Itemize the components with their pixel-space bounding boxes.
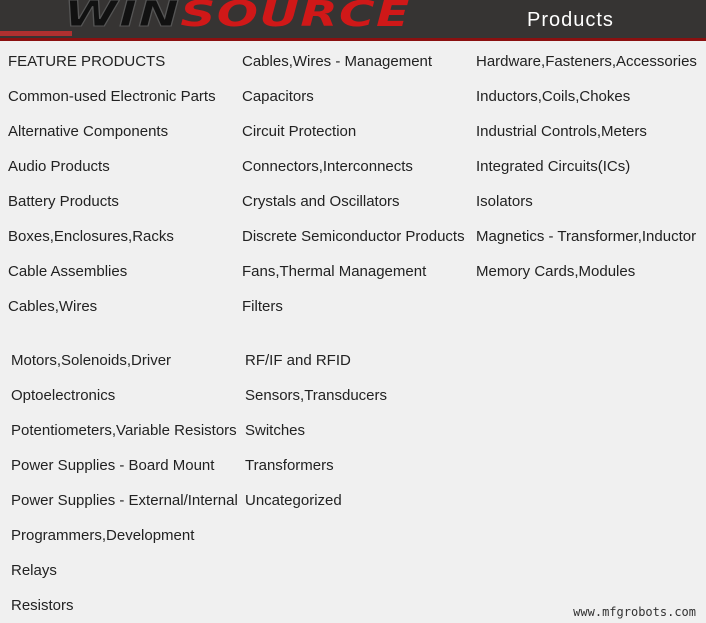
category-link[interactable]: Boxes,Enclosures,Racks (8, 228, 174, 245)
category-link[interactable]: Hardware,Fasteners,Accessories (476, 53, 697, 70)
category-link[interactable]: FEATURE PRODUCTS (8, 53, 166, 70)
header: WINSOURCE Products (0, 0, 706, 41)
winsource-logo[interactable]: WINSOURCE (63, 0, 411, 36)
category-link[interactable]: Sensors,Transducers (245, 387, 388, 404)
category-link[interactable]: Isolators (476, 193, 533, 210)
category-link[interactable]: Relays (11, 562, 57, 579)
category-link[interactable]: Power Supplies - External/Internal (11, 492, 238, 509)
category-link[interactable]: Audio Products (8, 158, 110, 175)
category-link[interactable]: Transformers (245, 457, 334, 474)
category-link[interactable]: Filters (242, 298, 283, 315)
category-link[interactable]: Memory Cards,Modules (476, 263, 636, 280)
category-link[interactable]: Motors,Solenoids,Driver (11, 352, 172, 369)
category-link[interactable]: Fans,Thermal Management (242, 263, 427, 280)
category-link[interactable]: Capacitors (242, 88, 314, 105)
header-accent-bar (0, 31, 72, 36)
category-link[interactable]: Resistors (11, 597, 74, 614)
category-link[interactable]: Integrated Circuits(ICs) (476, 158, 631, 175)
category-link[interactable]: Programmers,Development (11, 527, 195, 544)
category-link[interactable]: Switches (245, 422, 306, 439)
watermark: www.mfgrobots.com (573, 605, 696, 619)
category-link[interactable]: Alternative Components (8, 123, 169, 140)
category-link[interactable]: Inductors,Coils,Chokes (476, 88, 631, 105)
category-link[interactable]: Industrial Controls,Meters (476, 123, 647, 140)
category-link[interactable]: Discrete Semiconductor Products (242, 228, 465, 245)
category-link[interactable]: RF/IF and RFID (245, 352, 351, 369)
category-link[interactable]: Battery Products (8, 193, 119, 210)
category-link[interactable]: Optoelectronics (11, 387, 116, 404)
category-link[interactable]: Connectors,Interconnects (242, 158, 413, 175)
category-link[interactable]: Cables,Wires (8, 298, 98, 315)
category-link[interactable]: Power Supplies - Board Mount (11, 457, 215, 474)
category-link[interactable]: Common-used Electronic Parts (8, 88, 216, 105)
page-title: Products (527, 9, 614, 31)
category-link[interactable]: Circuit Protection (242, 123, 357, 140)
category-link[interactable]: Uncategorized (245, 492, 342, 509)
category-link[interactable]: Magnetics - Transformer,Inductor (476, 228, 697, 245)
category-link[interactable]: Cables,Wires - Management (242, 53, 433, 70)
category-link[interactable]: Potentiometers,Variable Resistors (11, 422, 237, 439)
category-link[interactable]: Cable Assemblies (8, 263, 128, 280)
category-link[interactable]: Crystals and Oscillators (242, 193, 400, 210)
